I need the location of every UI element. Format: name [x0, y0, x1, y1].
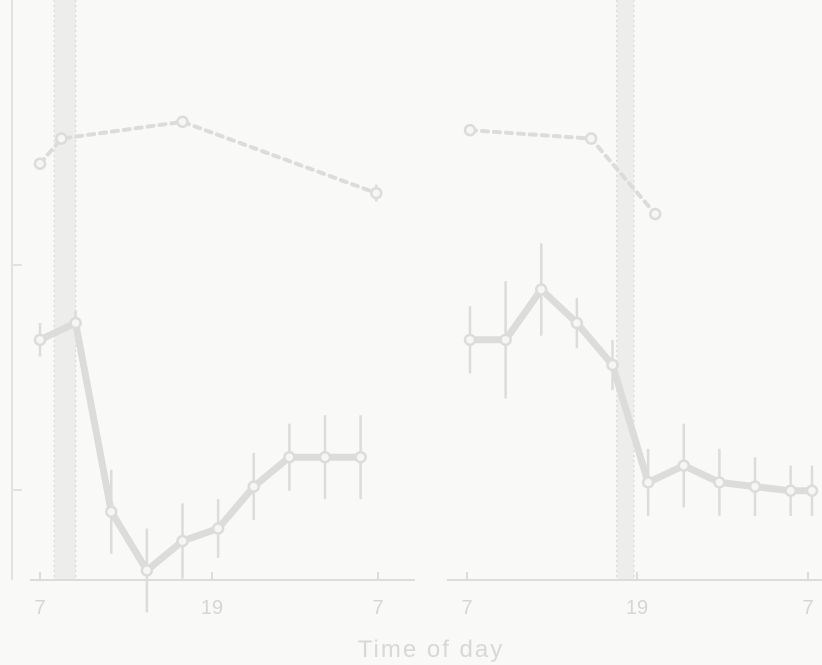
- left-series-0-point-2: [176, 115, 189, 129]
- left-series-0-line: [38, 119, 379, 196]
- left-series-1-point-1: [69, 316, 82, 330]
- right-series-1-point-8: [748, 480, 762, 493]
- left-series-1-point-7: [283, 450, 296, 464]
- axes: [11, 0, 822, 581]
- right-x-tick-label-2: 7: [802, 597, 813, 619]
- left-series-0-point-1: [55, 132, 68, 145]
- left-series-1-point-4: [176, 534, 189, 548]
- left-x-tick-label-2: 7: [372, 597, 383, 619]
- right-series-1-point-10: [805, 484, 819, 498]
- right-series-1-point-7: [713, 476, 726, 489]
- right-series-1-point-4: [606, 358, 619, 372]
- left-y-ticks: [12, 264, 22, 491]
- right-x-tick-label-1: 19: [626, 597, 648, 619]
- right-series-1-point-0: [463, 333, 477, 347]
- left-series-1-point-9: [354, 450, 367, 464]
- right-x-tick-label-0: 7: [461, 597, 472, 619]
- left-series-1-point-5: [211, 522, 225, 535]
- series-layer: [33, 115, 819, 613]
- left-x-tick-label-0: 7: [34, 597, 45, 619]
- right-series-1-point-6: [677, 459, 690, 472]
- right-series-1-point-1: [499, 333, 512, 347]
- left-series-1-line: [36, 319, 365, 574]
- right-series-0-point-0: [463, 123, 477, 137]
- left-series-1-point-8: [318, 450, 332, 464]
- left-series-0-point-0: [33, 157, 47, 170]
- left-series-1-point-6: [247, 480, 260, 493]
- right-series-1-point-5: [641, 476, 655, 489]
- right-series-1-point-3: [570, 316, 584, 330]
- left-x-tick-label-1: 19: [201, 597, 223, 619]
- right-band-0: [616, 0, 634, 580]
- left-band-0: [54, 0, 76, 580]
- right-series-0-point-1: [584, 132, 598, 145]
- left-series-1-point-3: [140, 564, 154, 577]
- x-ticks: 7 19 7 7 19 7: [34, 572, 814, 619]
- night-bands: [53, 0, 635, 580]
- left-series-0-point-3: [370, 186, 383, 200]
- right-series-1-point-9: [784, 484, 797, 498]
- right-series-1-point-2: [535, 283, 548, 296]
- left-series-1-point-2: [105, 505, 118, 518]
- right-series-1-line: [466, 286, 816, 495]
- right-series-0-point-2: [649, 207, 662, 221]
- x-axis-title: Time of day: [358, 636, 505, 663]
- left-series-1-point-0: [33, 333, 47, 347]
